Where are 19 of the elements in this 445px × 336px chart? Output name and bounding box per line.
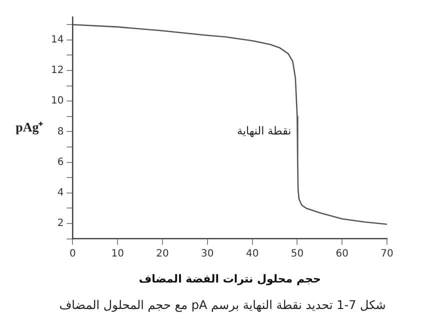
y-tick-label: 10 <box>50 96 64 107</box>
x-tick-label: 20 <box>156 248 169 260</box>
y-tick-label: 2 <box>57 218 64 230</box>
x-tick-label: 30 <box>201 248 214 260</box>
x-tick-label: 0 <box>70 248 76 260</box>
x-tick-label: 10 <box>111 248 124 260</box>
text: شكل 7-1 تحديد نقطة النهاية برسم pA مع حجم المحلول المضاف <box>58 298 387 312</box>
y-axis-title: pAg⁺ <box>16 119 44 134</box>
y-tick-label: 12 <box>50 65 64 76</box>
x-axis-title: حجم محلول نترات الفضة المضاف <box>138 272 321 286</box>
y-tick-label: 6 <box>57 156 64 168</box>
x-tick-label: 70 <box>380 248 394 260</box>
x-tick-label: 60 <box>336 248 348 260</box>
annotation: نقطة النهاية <box>237 124 292 138</box>
y-tick-label: 4 <box>57 188 64 199</box>
x-tick-label: 40 <box>246 248 259 260</box>
y-tick-label: 14 <box>50 34 64 46</box>
x-tick-label: 50 <box>290 248 304 260</box>
y-tick-label: 8 <box>57 126 64 138</box>
